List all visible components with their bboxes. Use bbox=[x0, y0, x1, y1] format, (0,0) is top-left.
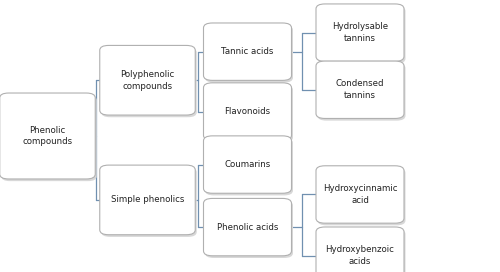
Text: Phenolic
compounds: Phenolic compounds bbox=[22, 126, 72, 146]
Text: Simple phenolics: Simple phenolics bbox=[111, 195, 184, 205]
Text: Hydroxybenzoic
acids: Hydroxybenzoic acids bbox=[326, 245, 394, 266]
FancyBboxPatch shape bbox=[204, 83, 292, 140]
FancyBboxPatch shape bbox=[318, 63, 406, 121]
FancyBboxPatch shape bbox=[100, 45, 195, 115]
FancyBboxPatch shape bbox=[205, 138, 293, 195]
FancyBboxPatch shape bbox=[204, 136, 292, 193]
FancyBboxPatch shape bbox=[101, 167, 196, 237]
FancyBboxPatch shape bbox=[316, 61, 404, 119]
Text: Tannic acids: Tannic acids bbox=[222, 47, 274, 56]
Text: Coumarins: Coumarins bbox=[224, 160, 270, 169]
FancyBboxPatch shape bbox=[316, 166, 404, 223]
Text: Phenolic acids: Phenolic acids bbox=[217, 222, 278, 232]
FancyBboxPatch shape bbox=[101, 48, 196, 117]
FancyBboxPatch shape bbox=[204, 199, 292, 256]
FancyBboxPatch shape bbox=[318, 229, 406, 272]
FancyBboxPatch shape bbox=[318, 6, 406, 64]
Text: Flavonoids: Flavonoids bbox=[224, 107, 270, 116]
FancyBboxPatch shape bbox=[100, 165, 195, 235]
Text: Hydroxycinnamic
acid: Hydroxycinnamic acid bbox=[323, 184, 397, 205]
FancyBboxPatch shape bbox=[205, 25, 293, 83]
Text: Condensed
tannins: Condensed tannins bbox=[336, 79, 384, 100]
Text: Hydrolysable
tannins: Hydrolysable tannins bbox=[332, 22, 388, 43]
FancyBboxPatch shape bbox=[318, 168, 406, 225]
FancyBboxPatch shape bbox=[204, 23, 292, 81]
FancyBboxPatch shape bbox=[316, 227, 404, 272]
FancyBboxPatch shape bbox=[205, 201, 293, 258]
FancyBboxPatch shape bbox=[2, 95, 97, 181]
FancyBboxPatch shape bbox=[316, 4, 404, 61]
FancyBboxPatch shape bbox=[205, 85, 293, 143]
FancyBboxPatch shape bbox=[0, 93, 95, 179]
Text: Polyphenolic
compounds: Polyphenolic compounds bbox=[120, 70, 174, 91]
